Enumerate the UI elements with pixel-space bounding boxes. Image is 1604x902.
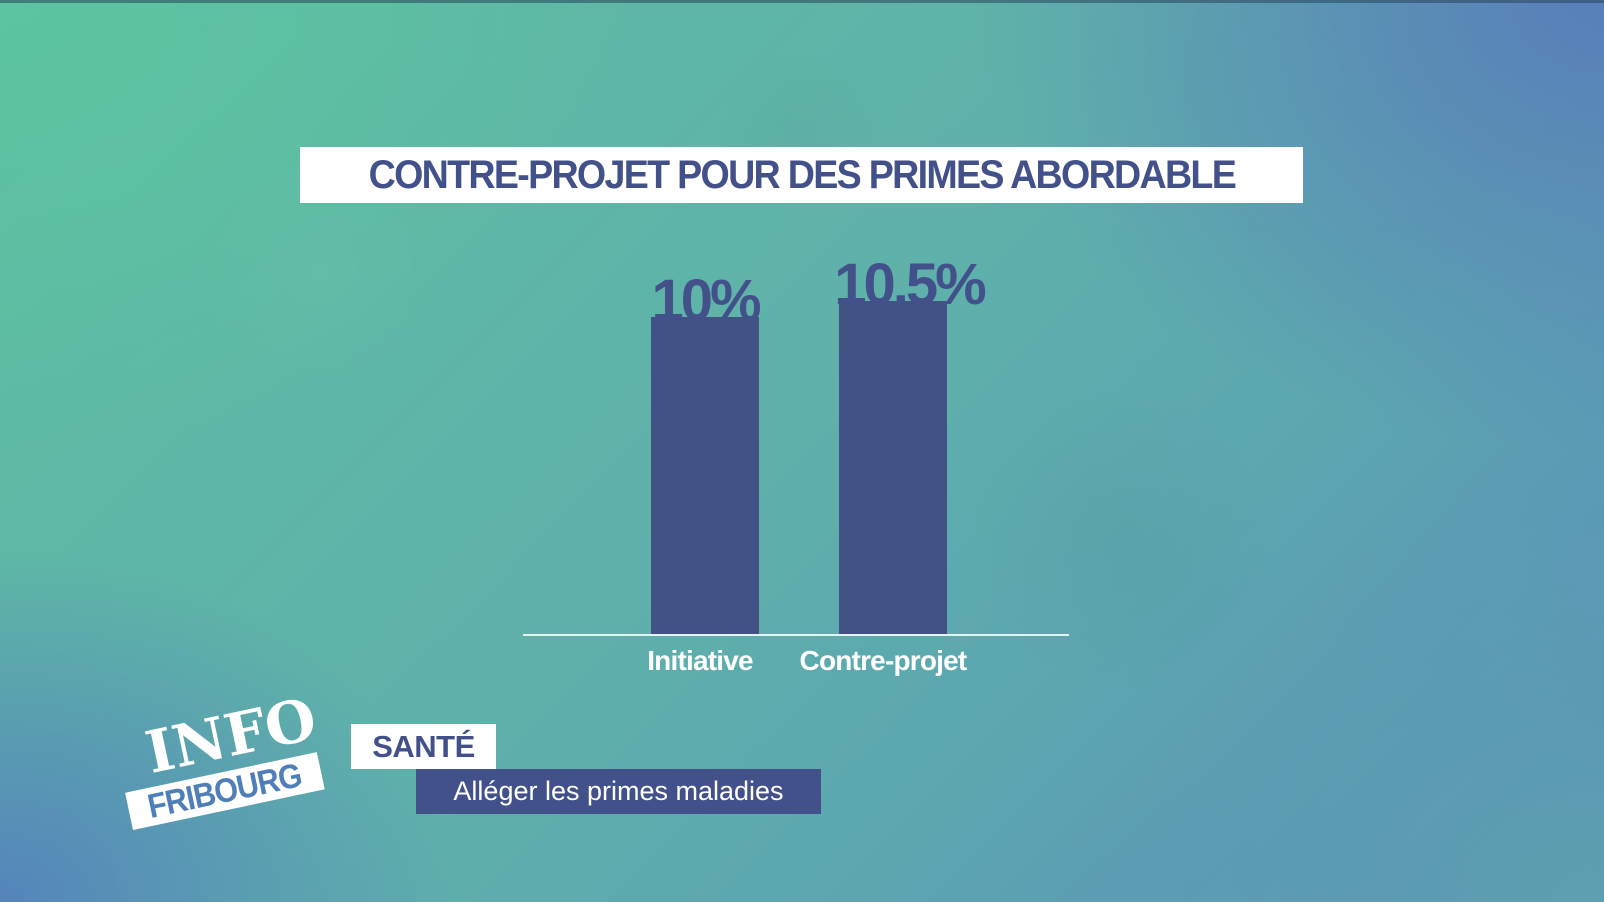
chart-title: CONTRE-PROJET POUR DES PRIMES ABORDABLE: [368, 152, 1236, 197]
bar-initiative: [651, 317, 759, 634]
category-label: Initiative: [647, 645, 753, 676]
category-label: Contre-projet: [799, 645, 968, 676]
topic-label: SANTÉ: [372, 728, 475, 764]
top-edge-line: [0, 0, 1604, 3]
bar-value-label: 10%: [651, 267, 761, 333]
x-axis-line: [523, 634, 1069, 636]
lower-third-topic: SANTÉ: [351, 724, 496, 769]
headline-label: Alléger les primes maladies: [453, 776, 784, 806]
lower-third-headline: Alléger les primes maladies: [416, 769, 821, 814]
info-fribourg-logo: INFO FRIBOURG: [125, 685, 335, 847]
bar-contre-projet: [839, 301, 947, 634]
chart-title-box: CONTRE-PROJET POUR DES PRIMES ABORDABLE: [300, 147, 1303, 203]
bar-value-label: 10.5%: [834, 251, 986, 317]
